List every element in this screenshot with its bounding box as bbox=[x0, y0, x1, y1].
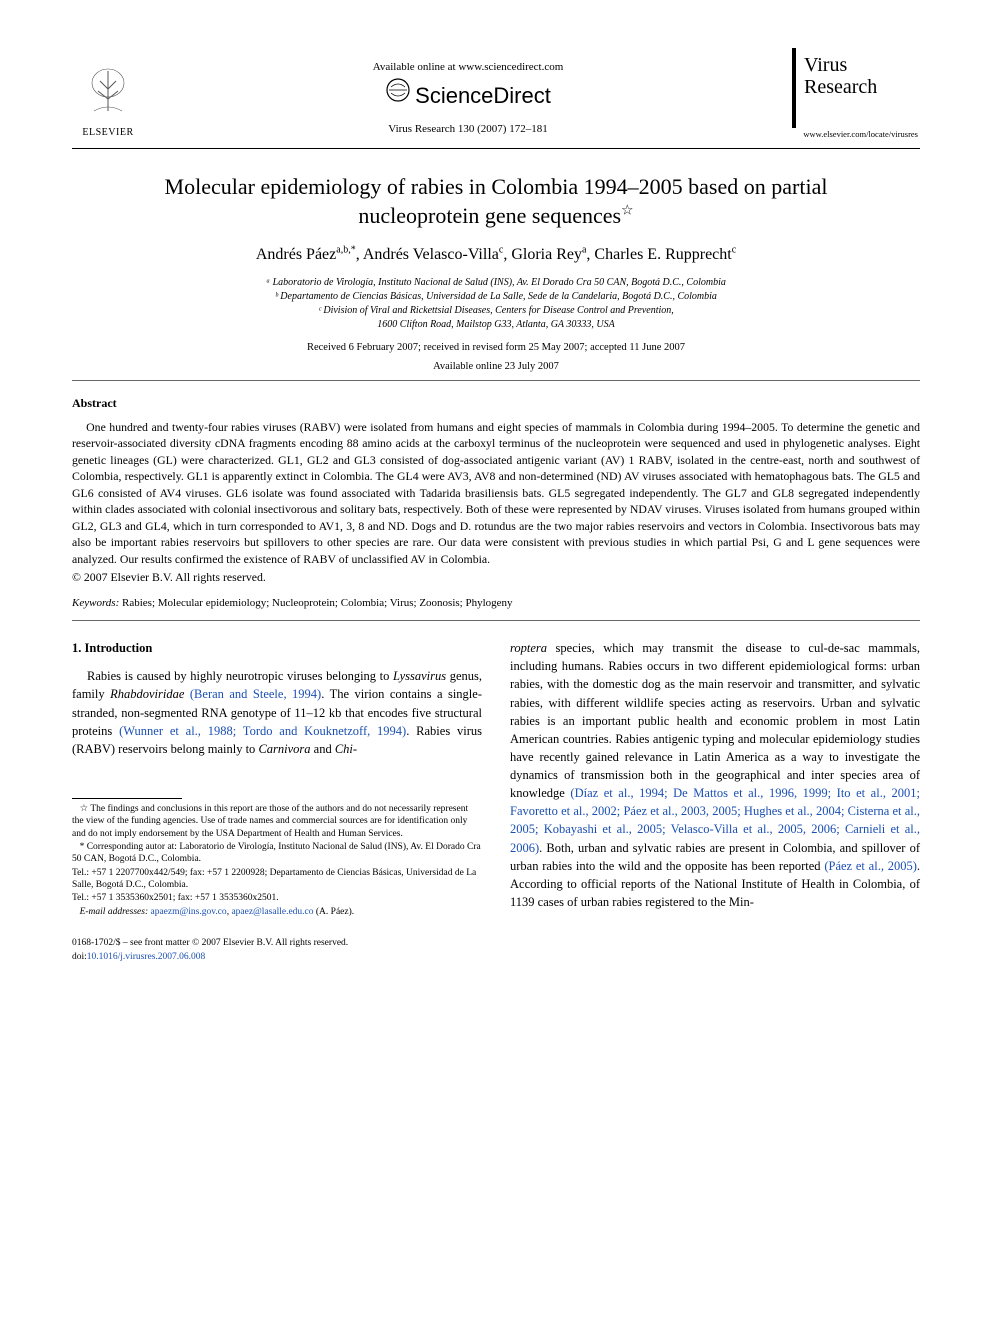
footnote-email: E-mail addresses: apaezm@ins.gov.co, apa… bbox=[72, 906, 482, 918]
header-rule bbox=[72, 148, 920, 149]
sciencedirect-icon bbox=[385, 77, 411, 108]
column-left: 1. Introduction Rabies is caused by high… bbox=[72, 639, 482, 919]
page-header: ELSEVIER Available online at www.science… bbox=[72, 48, 920, 140]
intro-para-col1: Rabies is caused by highly neurotropic v… bbox=[72, 667, 482, 758]
sciencedirect-logo[interactable]: ScienceDirect bbox=[385, 77, 551, 112]
authors-line: Andrés Páeza,b,*, Andrés Velasco-Villac,… bbox=[72, 243, 920, 266]
footnote-tel1: Tel.: +57 1 2207700x442/549; fax: +57 1 … bbox=[72, 867, 482, 892]
front-matter-text: 0168-1702/$ – see front matter © 2007 El… bbox=[72, 937, 348, 951]
footer-left: 0168-1702/$ – see front matter © 2007 El… bbox=[72, 937, 348, 965]
abstract-copyright: © 2007 Elsevier B.V. All rights reserved… bbox=[72, 569, 920, 586]
journal-name-line2: Research bbox=[804, 76, 877, 98]
footnotes-block: ☆ The findings and conclusions in this r… bbox=[72, 798, 482, 918]
footnote-tel2: Tel.: +57 1 3535360x2501; fax: +57 1 353… bbox=[72, 892, 482, 904]
doi-link[interactable]: 10.1016/j.virusres.2007.06.008 bbox=[87, 952, 205, 962]
email-link-2[interactable]: apaez@lasalle.edu.co bbox=[231, 907, 313, 917]
received-dates: Received 6 February 2007; received in re… bbox=[72, 340, 920, 355]
journal-name-line1: Virus bbox=[804, 54, 847, 76]
affiliations: ᵃ Laboratorio de Virología, Instituto Na… bbox=[72, 276, 920, 332]
abstract-heading: Abstract bbox=[72, 395, 920, 412]
keywords-label: Keywords: bbox=[72, 597, 119, 609]
section-1-heading: 1. Introduction bbox=[72, 639, 482, 657]
footnote-rule bbox=[72, 798, 182, 799]
title-footnote-star[interactable]: ☆ bbox=[621, 204, 634, 219]
email-label: E-mail addresses: bbox=[80, 907, 149, 917]
header-center: Available online at www.sciencedirect.co… bbox=[144, 60, 792, 141]
affiliation-b: ᵇ Departamento de Ciencias Básicas, Univ… bbox=[72, 290, 920, 304]
post-abstract-rule bbox=[72, 620, 920, 621]
abstract-body: One hundred and twenty-four rabies virus… bbox=[72, 419, 920, 568]
affiliation-a: ᵃ Laboratorio de Virología, Instituto Na… bbox=[72, 276, 920, 290]
title-text: Molecular epidemiology of rabies in Colo… bbox=[165, 174, 828, 228]
journal-name: Virus Research bbox=[804, 54, 912, 98]
email-link-1[interactable]: apaezm@ins.gov.co bbox=[150, 907, 226, 917]
footnote-star: ☆ The findings and conclusions in this r… bbox=[72, 803, 482, 840]
elsevier-tree-icon bbox=[80, 63, 136, 126]
doi-label: doi: bbox=[72, 952, 87, 962]
publisher-logo: ELSEVIER bbox=[72, 63, 144, 141]
page-footer: 0168-1702/$ – see front matter © 2007 El… bbox=[72, 937, 920, 965]
footnote-corresponding: * Corresponding autor at: Laboratorio de… bbox=[72, 841, 482, 866]
available-online-text: Available online at www.sciencedirect.co… bbox=[144, 60, 792, 76]
publisher-name: ELSEVIER bbox=[82, 126, 133, 141]
pre-abstract-rule bbox=[72, 380, 920, 381]
doi-line: doi:10.1016/j.virusres.2007.06.008 bbox=[72, 951, 348, 965]
journal-box: Virus Research www.elsevier.com/locate/v… bbox=[792, 48, 920, 140]
affiliation-c-line1: ᶜ Division of Viral and Rickettsial Dise… bbox=[72, 304, 920, 318]
keywords-list: Rabies; Molecular epidemiology; Nucleopr… bbox=[122, 597, 513, 609]
column-right: roptera species, which may transmit the … bbox=[510, 639, 920, 919]
body-columns: 1. Introduction Rabies is caused by high… bbox=[72, 639, 920, 919]
intro-para-col2: roptera species, which may transmit the … bbox=[510, 639, 920, 911]
keywords-line: Keywords: Rabies; Molecular epidemiology… bbox=[72, 596, 920, 612]
journal-citation: Virus Research 130 (2007) 172–181 bbox=[144, 122, 792, 138]
sciencedirect-text: ScienceDirect bbox=[415, 80, 551, 112]
affiliation-c-line2: 1600 Clifton Road, Mailstop G33, Atlanta… bbox=[72, 318, 920, 332]
online-date: Available online 23 July 2007 bbox=[72, 359, 920, 374]
email-tail: (A. Páez). bbox=[314, 907, 355, 917]
article-title: Molecular epidemiology of rabies in Colo… bbox=[112, 173, 880, 230]
journal-url[interactable]: www.elsevier.com/locate/virusres bbox=[792, 128, 920, 140]
